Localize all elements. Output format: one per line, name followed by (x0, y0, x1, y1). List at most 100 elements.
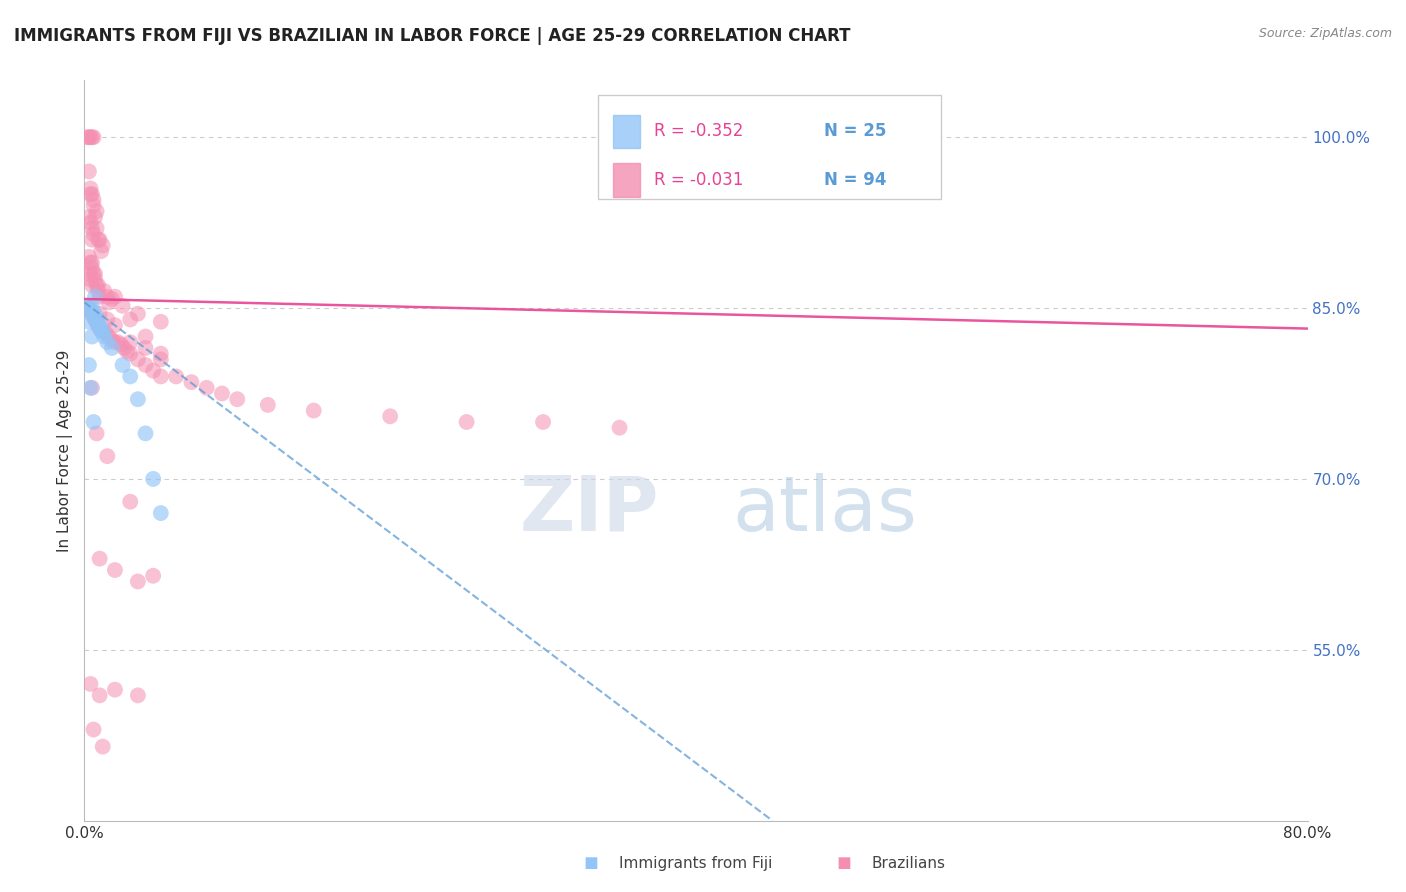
Point (87, 284, 110, 298)
Point (86, 310, 108, 325)
Point (257, 398, 280, 412)
Point (111, 358, 134, 372)
Point (165, 369, 187, 384)
Point (89, 290, 111, 304)
Point (127, 307, 149, 321)
Point (127, 689, 149, 703)
Point (80, 307, 103, 321)
Point (89, 689, 111, 703)
Point (120, 335, 142, 350)
Point (120, 312, 142, 326)
Point (609, 420, 631, 434)
Point (120, 369, 142, 384)
Point (83, 309, 105, 323)
Point (79, 301, 101, 315)
Point (77, 250, 100, 264)
Point (79, 255, 101, 269)
Point (83, 303, 105, 318)
Point (77, 210, 100, 224)
Point (86, 204, 108, 219)
Point (79, 272, 101, 286)
Point (87, 318, 110, 333)
Point (149, 352, 172, 367)
Point (120, 494, 142, 508)
Point (84, 267, 107, 281)
Point (86, 278, 108, 293)
Point (87, 278, 110, 293)
Point (83, 198, 105, 212)
Point (115, 344, 138, 359)
Point (149, 369, 172, 384)
Point (93, 329, 115, 343)
Point (91, 739, 114, 754)
Point (86, 426, 108, 441)
Point (96, 449, 118, 463)
Point (79, 303, 101, 318)
Point (76, 130, 98, 145)
Text: ZIP: ZIP (520, 473, 659, 547)
Point (76, 299, 98, 313)
Text: N = 25: N = 25 (824, 122, 887, 140)
Point (79, 381, 101, 395)
Point (79, 181, 101, 195)
Point (142, 364, 165, 378)
Point (80, 381, 103, 395)
Point (84, 312, 107, 326)
Text: ◼: ◼ (583, 855, 598, 872)
Point (135, 358, 157, 372)
Point (86, 315, 108, 329)
Point (77, 315, 100, 329)
Bar (613, 115, 640, 148)
Point (90, 324, 112, 338)
Point (83, 723, 105, 737)
Point (80, 221, 103, 235)
Point (89, 318, 111, 333)
Point (97, 295, 120, 310)
Point (91, 238, 114, 252)
Point (84, 290, 107, 304)
Point (84, 210, 107, 224)
Point (83, 267, 105, 281)
Point (149, 315, 172, 329)
Point (80, 307, 103, 321)
Point (135, 329, 157, 343)
Point (87, 318, 110, 333)
Point (79, 130, 101, 145)
Point (77, 358, 100, 372)
Point (83, 193, 105, 207)
Point (80, 255, 103, 269)
Point (531, 415, 554, 429)
Point (89, 307, 111, 321)
Point (77, 301, 100, 315)
Text: Immigrants from Fiji: Immigrants from Fiji (619, 856, 772, 871)
Point (149, 346, 172, 360)
Point (104, 563, 127, 577)
Text: R = -0.352: R = -0.352 (654, 122, 744, 140)
Bar (613, 163, 640, 197)
Point (89, 551, 111, 566)
Point (80, 130, 103, 145)
Text: Brazilians: Brazilians (872, 856, 946, 871)
Point (90, 244, 112, 259)
Point (107, 335, 129, 350)
Point (80, 329, 103, 343)
Point (226, 392, 249, 407)
Point (101, 341, 124, 355)
Point (79, 677, 101, 691)
Text: R = -0.031: R = -0.031 (654, 171, 744, 189)
Point (93, 284, 115, 298)
Point (79, 187, 101, 202)
Point (127, 392, 149, 407)
Point (104, 290, 127, 304)
Text: atlas: atlas (733, 473, 918, 547)
Text: ◼: ◼ (837, 855, 851, 872)
Point (76, 301, 98, 315)
Point (87, 233, 110, 247)
Point (101, 292, 124, 306)
Text: N = 94: N = 94 (824, 171, 887, 189)
Point (77, 164, 100, 178)
Point (302, 403, 325, 417)
Point (104, 318, 127, 333)
Point (96, 335, 118, 350)
Point (456, 415, 478, 429)
